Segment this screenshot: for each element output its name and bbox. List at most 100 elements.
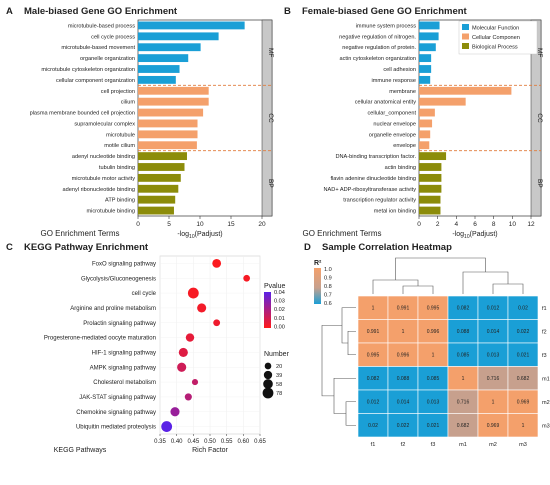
panel-b-title: Female-biased Gene GO Enrichment: [302, 6, 468, 17]
kegg-point-cholesterol-metabolism: [191, 379, 199, 386]
heatmap-cell-value: 1: [462, 376, 465, 382]
kegg-number-legend-dot: [263, 379, 273, 389]
kegg-point-arginine-and-proline-metabolism: [197, 303, 207, 313]
male-xtick-label: 5: [167, 221, 171, 228]
female-xtick-label: 6: [473, 221, 477, 228]
male-label-microtubule: microtubule: [106, 132, 135, 138]
male-y-axis-title: GO Enrichment Terms: [41, 229, 120, 238]
female-bar-cell-adhesion: [419, 65, 432, 73]
male-xtick-label: 10: [196, 221, 204, 228]
kegg-label-glycolysis-gluconeogenesis: Glycolysis/Gluconeogenesis: [81, 276, 156, 282]
male-bar-microtubule-motor-activity: [138, 173, 181, 182]
male-bar-motile-cilium: [138, 141, 197, 150]
female-label-dna-binding-transcription-factor: DNA-binding transcription factor.: [335, 154, 416, 160]
panel-c-kegg-chart: C KEGG Pathway Enrichment FoxO signaling…: [6, 242, 290, 454]
heatmap-cell-value: 0.013: [427, 400, 440, 406]
kegg-pvalue-tick: 0.03: [274, 299, 285, 305]
male-label-cellular-component-organization: cellular component organization: [56, 78, 135, 84]
heatmap-row-label-m3: m3: [542, 423, 550, 429]
female-strip-label-bp: BP: [536, 179, 543, 188]
kegg-xtick-label: 0.40: [171, 439, 183, 445]
panel-c-letter: C: [6, 242, 13, 253]
panel-b-female-go-chart: B Female-biased Gene GO Enrichment immun…: [284, 6, 543, 240]
kegg-pvalue-tick: 0.00: [274, 324, 285, 330]
dendro-left-link: [321, 325, 342, 397]
panel-b-letter: B: [284, 6, 291, 17]
panel-a-letter: A: [6, 6, 13, 17]
heatmap-cell-value: 0.085: [427, 376, 440, 382]
heatmap-col-label-f1: f1: [371, 442, 376, 448]
female-label-immune-response: immune response: [372, 78, 416, 84]
heatmap-legend-tick: 1.0: [324, 267, 332, 273]
dendro-left-link: [333, 377, 356, 414]
heatmap-row-label-m1: m1: [542, 376, 550, 382]
heatmap-cell-value: 0.021: [517, 353, 530, 359]
kegg-point-ampk-signaling-pathway: [177, 362, 187, 372]
panel-a-title: Male-biased Gene GO Enrichment: [24, 6, 178, 17]
panel-d-title: Sample Correlation Heatmap: [322, 242, 452, 253]
female-label-immune-system-process: immune system process: [356, 23, 417, 29]
heatmap-cell-value: 0.082: [457, 306, 470, 312]
dendro-top-link: [372, 279, 419, 294]
male-label-microtubule-based-process: microtubule-based process: [68, 23, 135, 29]
male-bar-microtubule: [138, 130, 198, 139]
female-xtick-label: 8: [492, 221, 496, 228]
female-bar-actin-binding: [419, 163, 442, 171]
panel-d-letter: D: [304, 242, 311, 253]
heatmap-col-label-m2: m2: [489, 442, 497, 448]
dendro-left-link: [341, 307, 356, 344]
kegg-pvalue-tick: 0.01: [274, 316, 285, 322]
female-label-membrane: membrane: [389, 89, 416, 95]
male-bar-microtubule-binding: [138, 206, 174, 215]
male-group-strip: [261, 19, 273, 217]
heatmap-legend-tick: 0.9: [324, 276, 332, 282]
male-xtick-label: 0: [136, 221, 140, 228]
male-bar-microtubule-cytoskeleton-organization: [138, 65, 180, 73]
heatmap-cell-value: 1: [522, 423, 525, 429]
heatmap-legend-tick: 0.7: [324, 293, 332, 299]
heatmap-cell-value: 1: [492, 400, 495, 406]
male-label-microtubule-binding: microtubule binding: [86, 209, 135, 215]
male-bar-microtubule-based-process: [138, 21, 245, 30]
kegg-label-chemokine-signaling-pathway: Chemokine signaling pathway: [76, 410, 156, 416]
kegg-pvalue-tick: 0.04: [274, 290, 285, 296]
male-label-plasma-membrane-bounded-cell-projection: plasma membrane bounded cell projection: [30, 111, 135, 117]
male-bar-cilium: [138, 97, 209, 106]
heatmap-cell-value: 0.991: [397, 306, 410, 312]
male-bar-plasma-membrane-bounded-cell-projection: [138, 108, 204, 117]
female-legend-swatch-molecular-function: [462, 24, 469, 30]
heatmap-cell-value: 0.682: [457, 423, 470, 429]
kegg-number-legend-label: 58: [276, 382, 282, 388]
female-bar-cellular-anatomical-entity: [419, 97, 466, 106]
female-label-organelle-envelope: organelle envelope: [369, 132, 416, 138]
female-bar-transcription-regulator-activity: [419, 195, 441, 204]
male-label-cilium: cilium: [121, 100, 136, 106]
male-bar-cell-cycle-process: [138, 32, 219, 41]
kegg-label-hif-1-signaling-pathway: HIF-1 signaling pathway: [92, 350, 156, 356]
kegg-label-ubiquitin-mediated-proteolysis: Ubiquitin mediated proteolysis: [76, 425, 156, 431]
male-label-microtubule-based-movement: microtubule-based movement: [61, 45, 135, 51]
kegg-label-jak-stat-signaling-pathway: JAK-STAT signaling pathway: [79, 395, 156, 401]
kegg-point-prolactin-signaling-pathway: [213, 319, 221, 327]
female-bar-flavin-adenine-dinucleotide-binding: [419, 173, 442, 182]
female-xtick-label: 12: [527, 221, 535, 228]
heatmap-cell-value: 1: [372, 306, 375, 312]
male-x-axis-title: -log10(Padjust): [177, 231, 222, 240]
male-bar-adenyl-nucleotide-binding: [138, 152, 187, 161]
heatmap-cell-value: 0.996: [427, 329, 440, 335]
heatmap-colorbar: [314, 268, 321, 304]
heatmap-cell-value: 0.716: [457, 400, 470, 406]
heatmap-cell-value: 0.088: [397, 376, 410, 382]
dendro-left-link: [347, 330, 356, 356]
heatmap-row-label-f1: f1: [542, 306, 547, 312]
male-bar-adenyl-ribonucleotide-binding: [138, 184, 179, 193]
male-strip-label-bp: BP: [267, 179, 274, 188]
female-label-flavin-adenine-dinucleotide-binding: flavin adenine dinucleotide binding: [330, 176, 416, 182]
kegg-number-legend-label: 39: [276, 373, 282, 379]
heatmap-cell-value: 0.716: [487, 376, 500, 382]
kegg-xtick-label: 0.45: [187, 439, 199, 445]
kegg-xtick-label: 0.65: [254, 439, 266, 445]
heatmap-cell-value: 0.682: [517, 376, 530, 382]
kegg-label-prolactin-signaling-pathway: Prolactin signaling pathway: [83, 321, 156, 327]
